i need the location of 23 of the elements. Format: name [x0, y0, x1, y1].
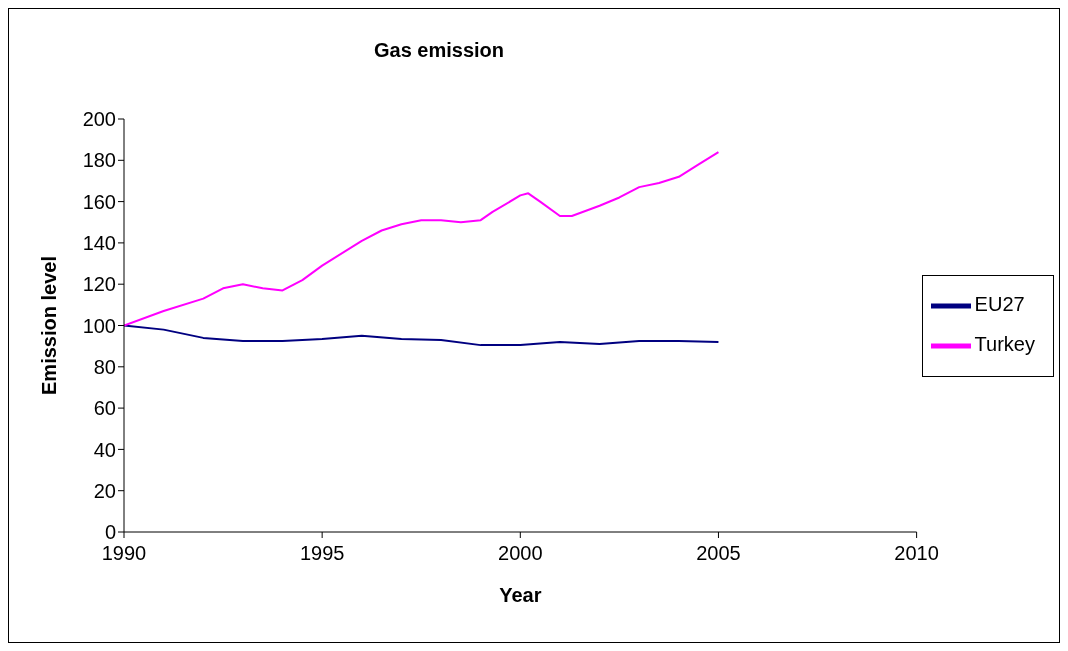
chart-title: Gas emission	[372, 39, 506, 62]
y-tick-label: 60	[93, 397, 116, 420]
y-tick-label: 0	[104, 521, 116, 544]
line-series	[124, 324, 720, 347]
y-tick-label: 20	[93, 479, 116, 502]
legend-label: Turkey	[974, 332, 1035, 355]
y-tick-label: 100	[82, 314, 116, 337]
y-tick-label: 140	[82, 232, 116, 254]
y-tick-label: 200	[82, 108, 116, 131]
legend-label: EU27	[974, 292, 1025, 315]
x-tick-label: 2000	[498, 542, 543, 565]
y-tick-label: 160	[82, 190, 116, 213]
line-series	[124, 151, 720, 327]
x-tick-label: 2010	[894, 542, 939, 565]
x-tick-label: 1990	[101, 542, 147, 565]
y-axis-title: Emission level	[38, 256, 61, 395]
y-tick-label: 180	[82, 149, 116, 172]
x-tick-label: 2005	[696, 542, 741, 565]
y-tick-label: 40	[93, 438, 116, 461]
x-axis-title: Year	[499, 584, 542, 606]
y-tick-label: 120	[82, 273, 116, 296]
y-tick-label: 80	[93, 355, 116, 378]
x-tick-label: 1995	[299, 542, 345, 565]
